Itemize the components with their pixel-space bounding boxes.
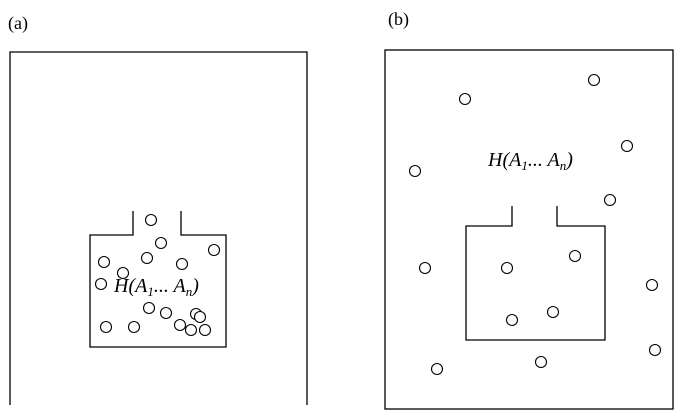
particle [408, 164, 422, 178]
particle [184, 323, 198, 337]
panel-b-formula: H(A1... An) [488, 150, 573, 172]
formula-suffix: ) [566, 149, 573, 171]
particle [500, 261, 514, 275]
particle [534, 355, 548, 369]
particle [144, 213, 158, 227]
panel-b-inner-box [465, 206, 606, 341]
formula-subscript-1: 1 [521, 158, 528, 173]
particle [173, 318, 187, 332]
particle [430, 362, 444, 376]
particle [418, 261, 432, 275]
particle [97, 255, 111, 269]
particle [458, 92, 472, 106]
particle [159, 306, 173, 320]
particle [198, 323, 212, 337]
panel-b-label: (b) [388, 9, 409, 29]
particle [142, 301, 156, 315]
particle [505, 313, 519, 327]
particle [94, 277, 108, 291]
particle [207, 243, 221, 257]
particle [603, 193, 617, 207]
formula-suffix: ) [192, 275, 199, 297]
particle [175, 257, 189, 271]
particle [568, 249, 582, 263]
formula-middle: ... A [527, 149, 560, 171]
panel-a-particles [94, 213, 221, 337]
panel-a-label: (a) [8, 13, 28, 33]
particle [587, 73, 601, 87]
panel-b-outer-container [384, 49, 674, 410]
formula-middle: ... A [153, 275, 186, 297]
particle [645, 278, 659, 292]
formula-subscript-n: n [185, 284, 193, 299]
panel-b-particles [408, 73, 662, 376]
particle [140, 251, 154, 265]
particle [648, 343, 662, 357]
formula-prefix: H(A [114, 275, 148, 297]
panel-a-inner-box [89, 211, 227, 348]
particle [99, 320, 113, 334]
formula-subscript-1: 1 [147, 284, 154, 299]
formula-prefix: H(A [488, 149, 522, 171]
particle [193, 310, 207, 324]
panel-a-formula: H(A1... An) [114, 276, 199, 298]
particle [620, 139, 634, 153]
panel-a-outer-container [9, 51, 308, 405]
particle [127, 320, 141, 334]
particle [116, 266, 130, 280]
particle [154, 236, 168, 250]
formula-subscript-n: n [559, 158, 567, 173]
particle [546, 305, 560, 319]
